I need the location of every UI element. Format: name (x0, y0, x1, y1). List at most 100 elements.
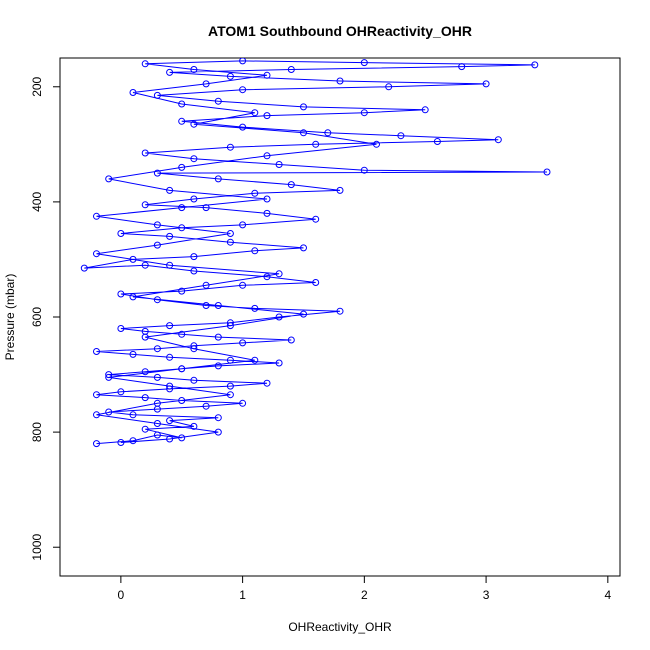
data-point (166, 186, 174, 194)
data-point (531, 61, 539, 69)
data-point (226, 322, 234, 330)
data-point (336, 186, 344, 194)
data-point (360, 59, 368, 67)
data-point (178, 100, 186, 108)
data-point (153, 91, 161, 99)
data-point (93, 348, 100, 355)
data-point (263, 273, 271, 281)
data-point (263, 379, 271, 387)
data-point (178, 397, 186, 404)
data-point (153, 169, 161, 177)
data-point (226, 356, 234, 364)
chart-title: ATOM1 Southbound OHReactivity_OHR (208, 23, 472, 39)
data-point (226, 230, 234, 237)
data-point (153, 345, 161, 353)
data-point (482, 80, 490, 88)
data-point (239, 339, 247, 347)
data-point (166, 385, 174, 393)
data-point (360, 109, 368, 117)
data-point (458, 63, 466, 71)
data-point (178, 287, 186, 295)
data-point (178, 117, 186, 125)
data-point (239, 221, 247, 229)
data-point (263, 195, 271, 203)
data-point (214, 97, 222, 105)
data-point (287, 181, 295, 189)
x-axis-label: OHReactivity_OHR (288, 620, 392, 634)
data-point (239, 86, 247, 94)
data-point (214, 428, 222, 436)
data-point (226, 391, 234, 399)
data-point (153, 241, 161, 249)
data-point (153, 296, 161, 304)
data-point (190, 422, 198, 430)
data-point (190, 376, 198, 384)
data-point (300, 129, 307, 137)
data-point (93, 250, 100, 258)
data-point (226, 72, 234, 80)
data-point (141, 425, 149, 433)
data-point (178, 224, 186, 232)
data-point (178, 365, 186, 373)
data-point (190, 253, 198, 261)
data-point (433, 138, 441, 145)
data-point (287, 66, 295, 73)
data-point (202, 302, 210, 309)
data-point (153, 420, 161, 427)
data-point (141, 149, 149, 157)
data-point (251, 109, 259, 117)
data-point (251, 304, 259, 312)
data-point (178, 434, 186, 442)
data-point (214, 414, 222, 422)
plot-frame (59, 57, 621, 577)
series-line (84, 60, 548, 445)
x-tick-label: 1 (239, 588, 246, 602)
data-point (166, 382, 174, 390)
data-point (141, 60, 149, 68)
data-point (166, 68, 174, 76)
data-point (263, 71, 271, 79)
data-point (141, 261, 149, 269)
y-axis-label: Pressure (mbar) (3, 274, 17, 361)
data-point (190, 66, 198, 73)
data-point (287, 336, 295, 344)
data-point (385, 83, 393, 91)
data-point (93, 411, 100, 419)
data-point (324, 129, 332, 137)
data-point (141, 333, 149, 341)
x-axis: 0 1 2 3 4 (118, 576, 611, 602)
data-point (93, 440, 100, 448)
data-point (300, 244, 307, 252)
data-point (226, 143, 234, 151)
data-point (202, 80, 210, 88)
data-point (190, 120, 198, 128)
x-tick-label: 4 (604, 588, 611, 602)
data-point (312, 215, 320, 223)
data-point (360, 166, 368, 174)
data-point (312, 140, 320, 148)
data-point (190, 195, 198, 203)
data-point (263, 209, 271, 217)
data-point (190, 342, 198, 350)
y-tick-label: 400 (30, 192, 44, 212)
data-point (117, 439, 125, 446)
y-axis: 200 400 600 800 1000 (30, 76, 60, 561)
data-point (251, 356, 259, 364)
data-point (202, 281, 210, 289)
data-point (105, 371, 113, 379)
data-point (214, 362, 222, 370)
data-point (178, 163, 186, 171)
data-point (117, 325, 125, 332)
data-point (93, 212, 100, 220)
data-point (141, 394, 149, 402)
y-tick-label: 600 (30, 307, 44, 327)
data-point (117, 290, 125, 298)
data-point (494, 136, 502, 144)
data-point (214, 302, 222, 309)
data-point (153, 221, 161, 229)
data-point (275, 359, 283, 367)
data-point (543, 168, 551, 176)
data-point (190, 267, 198, 275)
data-point (129, 411, 137, 419)
